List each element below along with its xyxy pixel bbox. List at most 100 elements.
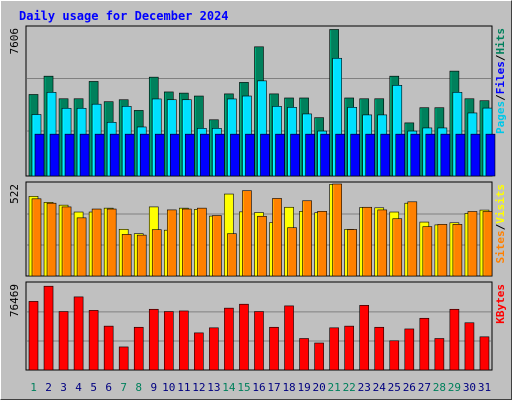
bar-visits-sites-day-28 <box>437 224 448 277</box>
bar-hits-pages-day-12 <box>200 133 210 177</box>
bar-kbytes-kbytes-day-4 <box>73 296 84 371</box>
bar-kbytes-kbytes-day-14 <box>224 307 234 371</box>
bar-hits-pages-day-6 <box>109 133 120 177</box>
x-tick-label-day-23: 23 <box>358 381 371 394</box>
bar-visits-sites-day-22 <box>347 229 357 277</box>
bar-hits-pages-day-29 <box>455 133 466 177</box>
x-tick-label-day-10: 10 <box>162 381 175 394</box>
bar-kbytes-kbytes-day-3 <box>58 311 69 371</box>
bar-kbytes-kbytes-day-20 <box>314 342 324 371</box>
x-tick-label-day-1: 1 <box>30 381 37 394</box>
y-max-label-hits: 7606 <box>8 28 21 55</box>
bar-hits-pages-day-30 <box>470 133 481 177</box>
y-max-label-kbytes: 76469 <box>8 284 21 317</box>
bar-kbytes-kbytes-day-2 <box>43 285 54 371</box>
bar-visits-sites-day-27 <box>422 226 433 277</box>
bar-kbytes-kbytes-day-15 <box>239 303 249 371</box>
bar-kbytes-kbytes-day-22 <box>344 325 354 371</box>
x-tick-label-day-5: 5 <box>90 381 97 394</box>
bar-visits-sites-day-16 <box>257 215 267 277</box>
legend-item: KBytes <box>494 284 507 324</box>
legend-hits: Pages/Files/Hits <box>494 28 507 134</box>
bar-visits-sites-day-25 <box>392 218 403 277</box>
bar-visits-sites-day-4 <box>76 217 87 277</box>
bar-visits-sites-day-18 <box>287 227 297 277</box>
bar-visits-sites-day-15 <box>242 190 252 277</box>
bar-hits-pages-day-31 <box>485 133 496 177</box>
x-tick-label-day-13: 13 <box>207 381 220 394</box>
bar-visits-sites-day-8 <box>136 234 147 277</box>
bar-hits-pages-day-5 <box>94 133 105 177</box>
x-tick-label-day-29: 29 <box>448 381 461 394</box>
bar-visits-sites-day-3 <box>61 206 72 277</box>
bar-hits-pages-day-14 <box>230 133 240 177</box>
bar-kbytes-kbytes-day-19 <box>299 338 309 371</box>
bar-hits-pages-day-17 <box>275 133 285 177</box>
legend-item: Sites <box>494 230 507 263</box>
x-tick-label-day-12: 12 <box>192 381 205 394</box>
bar-visits-sites-day-9 <box>151 229 162 277</box>
bar-visits-sites-day-23 <box>362 206 373 277</box>
bar-hits-pages-day-1 <box>34 133 45 177</box>
bar-hits-pages-day-25 <box>395 133 406 177</box>
x-tick-label-day-22: 22 <box>343 381 356 394</box>
bar-hits-pages-day-13 <box>215 133 225 177</box>
x-tick-label-day-8: 8 <box>135 381 142 394</box>
legend-item: Files <box>494 61 507 94</box>
bar-kbytes-kbytes-day-28 <box>434 338 445 371</box>
legend-separator: / <box>494 94 507 101</box>
bar-hits-pages-day-8 <box>139 133 150 177</box>
bar-visits-sites-day-10 <box>166 209 177 277</box>
x-tick-label-day-2: 2 <box>45 381 52 394</box>
legend-separator: / <box>494 54 507 61</box>
bar-kbytes-kbytes-day-5 <box>88 310 99 371</box>
bar-kbytes-kbytes-day-12 <box>194 332 204 371</box>
bar-visits-sites-day-1 <box>31 198 42 277</box>
x-tick-label-day-4: 4 <box>75 381 82 394</box>
bar-kbytes-kbytes-day-9 <box>148 308 159 371</box>
bar-visits-sites-day-29 <box>452 224 463 277</box>
bar-hits-pages-day-23 <box>365 133 376 177</box>
x-tick-label-day-17: 17 <box>267 381 280 394</box>
x-tick-label-day-28: 28 <box>433 381 446 394</box>
bar-visits-sites-day-24 <box>377 209 388 277</box>
bar-visits-sites-day-30 <box>467 211 478 277</box>
bar-kbytes-kbytes-day-7 <box>118 346 129 371</box>
x-tick-label-day-20: 20 <box>313 381 326 394</box>
bar-hits-pages-day-18 <box>290 133 300 177</box>
bar-hits-pages-day-28 <box>440 133 451 177</box>
x-tick-label-day-6: 6 <box>105 381 112 394</box>
bar-hits-pages-day-2 <box>49 133 60 177</box>
panel-visits: 522 Sites/Visits <box>8 181 507 277</box>
bar-hits-pages-day-20 <box>320 133 330 177</box>
bar-kbytes-kbytes-day-17 <box>269 326 279 371</box>
bar-visits-sites-day-11 <box>182 208 192 277</box>
x-tick-label-day-19: 19 <box>297 381 310 394</box>
x-tick-label-day-31: 31 <box>478 381 491 394</box>
bar-hits-pages-day-11 <box>185 133 195 177</box>
bar-hits-pages-day-19 <box>305 133 315 177</box>
bar-visits-sites-day-13 <box>212 215 222 277</box>
legend-item: Pages <box>494 101 507 134</box>
bar-kbytes-kbytes-day-26 <box>404 328 415 371</box>
bar-visits-sites-day-7 <box>121 234 132 277</box>
bar-visits-sites-day-17 <box>272 198 282 277</box>
bar-hits-pages-day-27 <box>425 133 436 177</box>
panel-kbytes: 76469 KBytes <box>8 281 507 371</box>
bar-kbytes-kbytes-day-30 <box>464 322 475 371</box>
bar-visits-sites-day-21 <box>332 183 342 277</box>
bar-hits-pages-day-16 <box>260 133 270 177</box>
bar-hits-pages-day-4 <box>79 133 90 177</box>
x-tick-label-day-14: 14 <box>222 381 236 394</box>
bar-kbytes-kbytes-day-18 <box>284 305 294 371</box>
bar-kbytes-kbytes-day-29 <box>449 308 460 371</box>
bar-hits-pages-day-15 <box>245 133 255 177</box>
x-tick-label-day-24: 24 <box>373 381 387 394</box>
bar-visits-sites-day-20 <box>317 211 327 277</box>
bar-kbytes-kbytes-day-24 <box>374 326 385 371</box>
x-tick-label-day-11: 11 <box>177 381 190 394</box>
bar-hits-pages-day-22 <box>350 133 360 177</box>
bar-hits-pages-day-7 <box>124 133 135 177</box>
x-tick-label-day-7: 7 <box>120 381 127 394</box>
legend-kbytes: KBytes <box>494 284 507 324</box>
